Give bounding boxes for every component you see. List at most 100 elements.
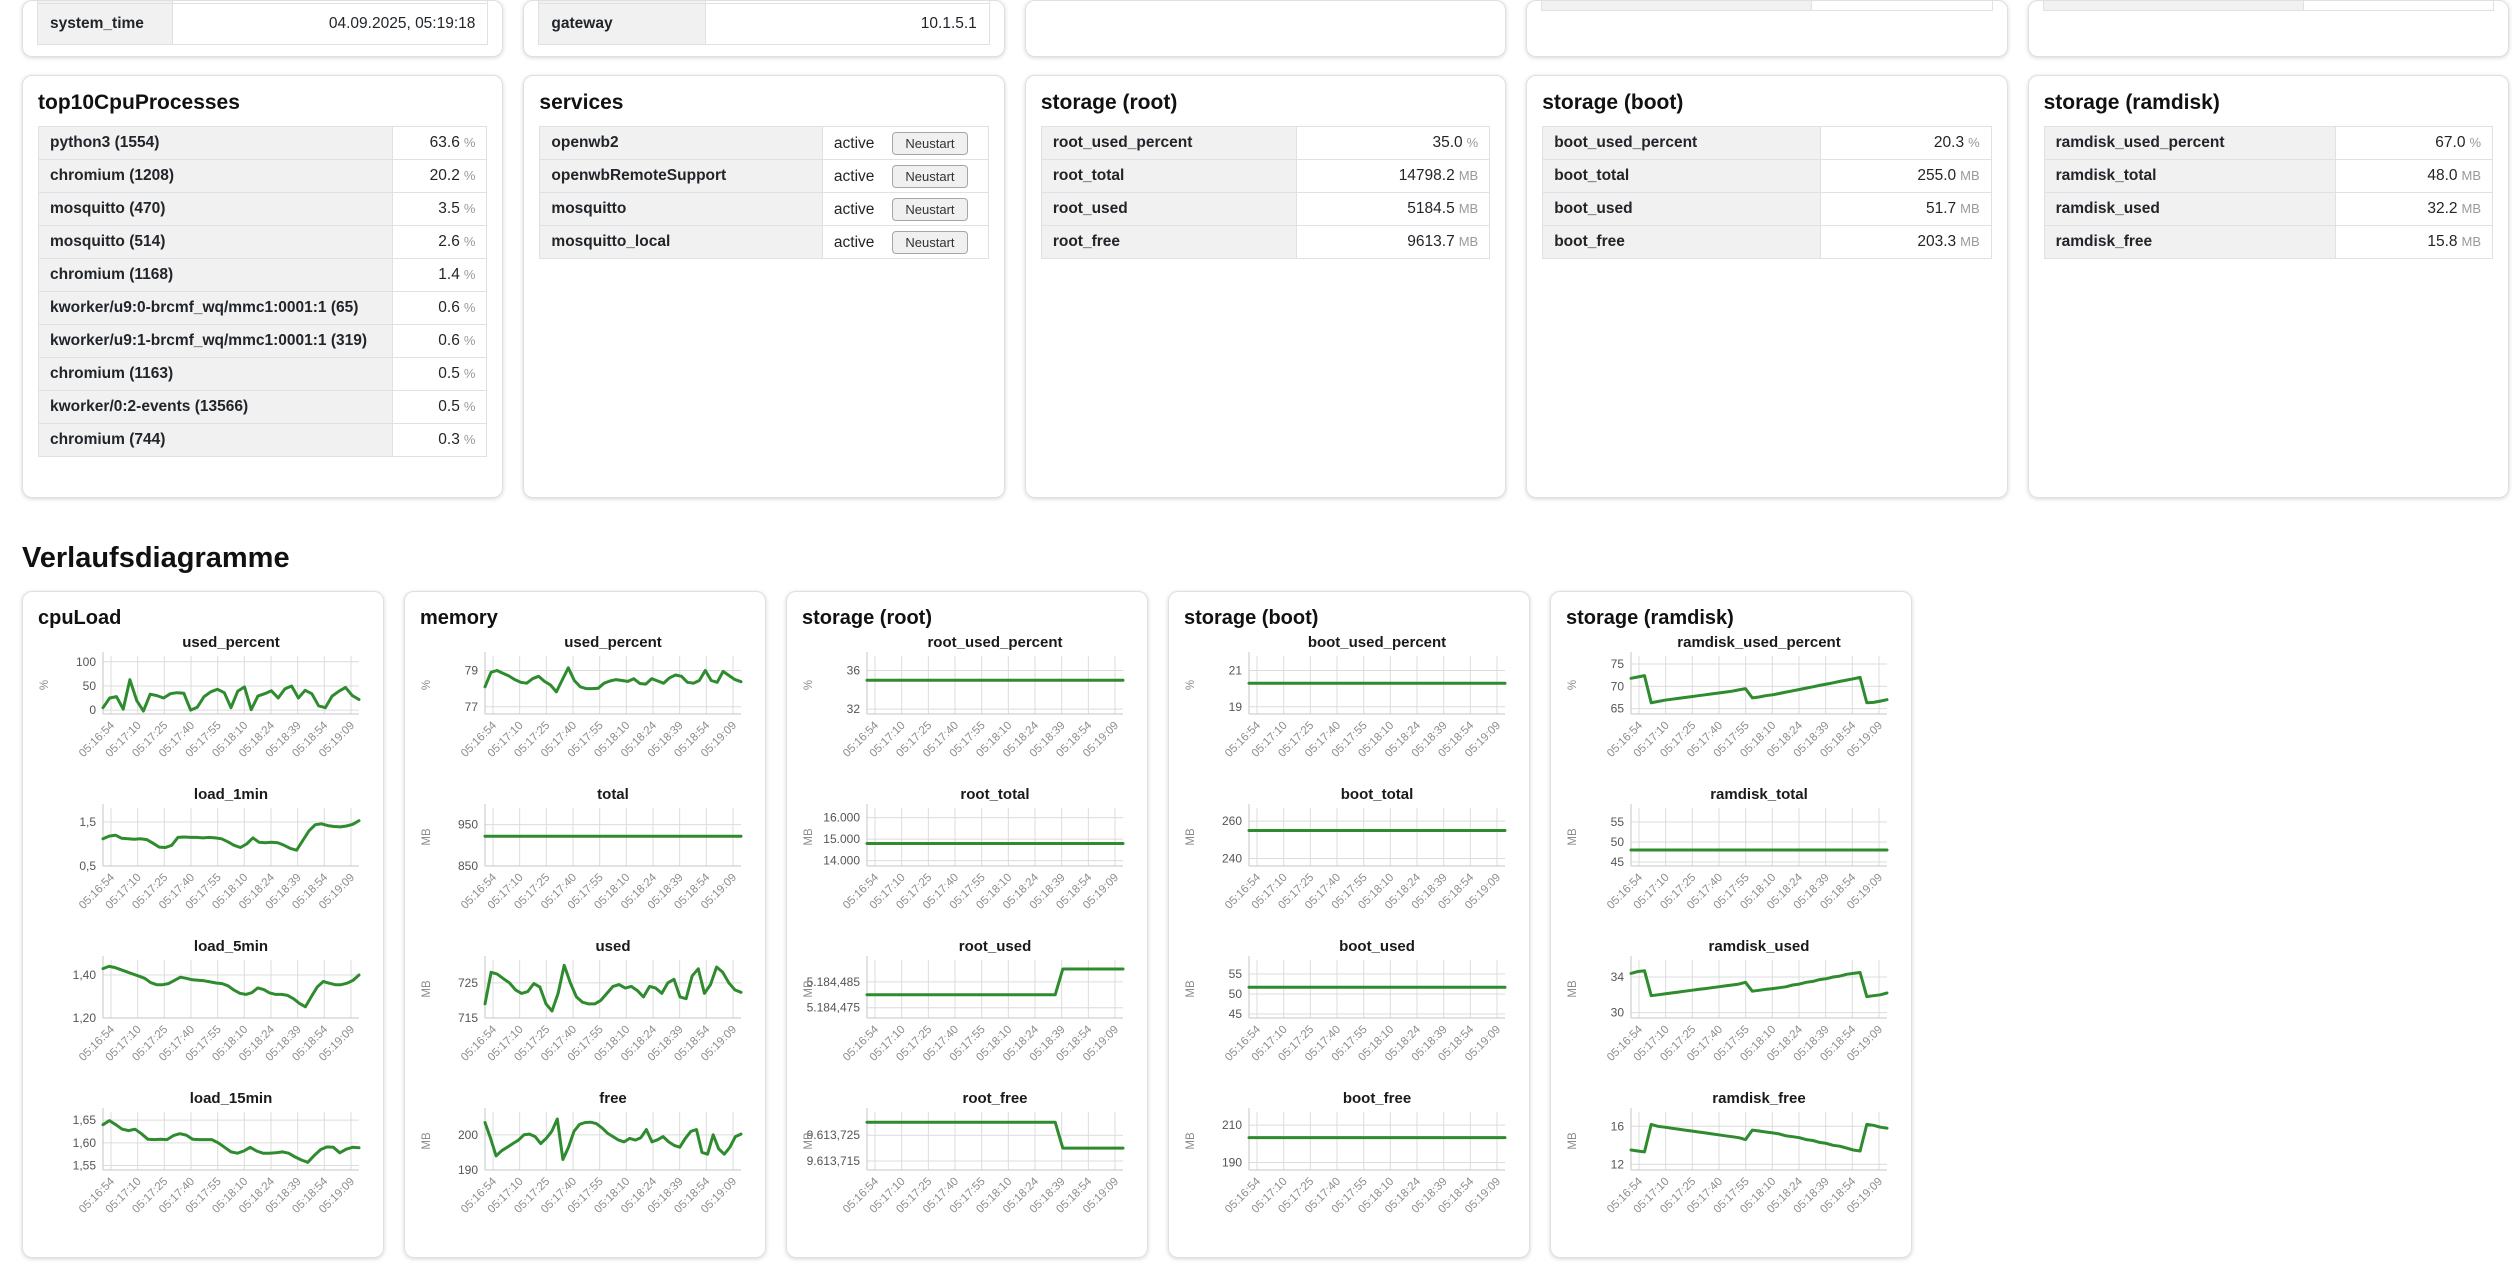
chart-card-title: cpuLoad bbox=[38, 607, 122, 629]
y-tick-label: 260 bbox=[1222, 814, 1242, 828]
table-row: mosquitto (514) 2.6% bbox=[37, 225, 488, 259]
chart-card-cpuload: cpuLoad 05:16:54 05:17:10 05:17:25 05:17:40 0… bbox=[22, 591, 384, 1258]
restart-button[interactable]: Neustart bbox=[892, 197, 968, 221]
chart-title: load_1min bbox=[194, 786, 268, 803]
chart-title: boot_used bbox=[1339, 938, 1415, 955]
value-text: 14798.2 bbox=[1398, 167, 1455, 184]
chart-card-title: storage (ramdisk) bbox=[1566, 607, 1734, 629]
chart-block: 05:16:54 05:17:10 05:17:25 05:17:40 05:17:55… bbox=[787, 634, 1147, 786]
value-unit: % bbox=[463, 366, 476, 381]
service-status: active bbox=[833, 167, 875, 185]
chart-block: 05:16:54 05:17:10 05:17:25 05:17:40 05:17:55… bbox=[23, 938, 383, 1090]
row-label: kworker/u9:1-brcmf_wq/mmc1:0001:1 (319) bbox=[37, 324, 394, 358]
restart-button[interactable]: Neustart bbox=[892, 131, 968, 155]
table-row: ramdisk_used 32.2 MB bbox=[2043, 192, 2494, 226]
chart-title: root_total bbox=[960, 786, 1029, 803]
chart-block: 05:16:54 05:17:10 05:17:25 05:17:40 05:17:55… bbox=[23, 786, 383, 938]
restart-button[interactable]: Neustart bbox=[892, 230, 968, 254]
row-label: openwb2 bbox=[539, 126, 823, 160]
chart-used: 05:16:5405:17:1005:17:2505:17:4005:17:55… bbox=[421, 938, 743, 1064]
y-tick-label: 77 bbox=[465, 700, 479, 714]
table-row: root_total 14798.2 MB bbox=[1040, 159, 1491, 193]
chart-root_total: 05:16:5405:17:1005:17:2505:17:4005:17:55… bbox=[803, 786, 1125, 912]
chart-block: 05:16:54 05:17:10 05:17:25 05:17:40 05:17:55… bbox=[23, 634, 383, 786]
value-unit: % bbox=[2469, 135, 2482, 150]
value-unit: % bbox=[1466, 135, 1479, 150]
chart-used_percent: 05:16:5405:17:1005:17:2505:17:4005:17:55… bbox=[421, 634, 743, 760]
y-axis-unit-label: MB bbox=[421, 828, 433, 846]
value-unit: MB bbox=[1458, 234, 1479, 249]
y-axis-unit-label: % bbox=[421, 680, 433, 690]
y-axis-unit-label: % bbox=[39, 680, 51, 690]
row-value: 255.0 MB bbox=[1820, 159, 1992, 193]
service-row: mosquitto active Neustart bbox=[539, 192, 989, 226]
value-text: 255.0 bbox=[1917, 167, 1957, 184]
row-value: active Neustart bbox=[821, 192, 989, 226]
service-row: openwb2 active Neustart bbox=[539, 126, 989, 160]
row-label: chromium (1168) bbox=[37, 258, 394, 292]
value-unit: MB bbox=[2461, 201, 2482, 216]
restart-button[interactable]: Neustart bbox=[892, 164, 968, 188]
cutoff-card bbox=[1024, 0, 1507, 57]
table-row: chromium (744) 0.3% bbox=[37, 423, 488, 457]
network-info-table: gateway 10.1.5.1 bbox=[538, 1, 990, 45]
chart-title: used bbox=[595, 938, 630, 955]
info-table: ramdisk_used_percent 67.0% ramdisk_total 48… bbox=[2043, 126, 2494, 259]
row-label: gateway bbox=[539, 4, 706, 44]
table-row: chromium (1208) 20.2% bbox=[37, 159, 488, 193]
row-label: root_used bbox=[1040, 192, 1298, 226]
value-text: 9613.7 bbox=[1407, 233, 1455, 250]
chart-block: 05:16:54 05:17:10 05:17:25 05:17:40 05:17:55… bbox=[405, 1090, 765, 1242]
y-axis-unit-label: MB bbox=[803, 1132, 815, 1150]
chart-card-storage-root-: storage (root) 05:16:54 05:17:10 05:17:25 05… bbox=[786, 591, 1148, 1258]
chart-block: 05:16:54 05:17:10 05:17:25 05:17:40 05:17:55… bbox=[787, 938, 1147, 1090]
y-tick-label: 0,5 bbox=[79, 859, 96, 873]
value-unit: % bbox=[463, 300, 476, 315]
row-value: active Neustart bbox=[821, 126, 989, 160]
y-tick-label: 725 bbox=[458, 976, 478, 990]
chart-block: 05:16:54 05:17:10 05:17:25 05:17:40 05:17:55… bbox=[1551, 786, 1911, 938]
value-text: 20.2 bbox=[429, 167, 460, 184]
y-tick-label: 79 bbox=[465, 664, 479, 678]
chart-title: boot_total bbox=[1341, 786, 1414, 803]
chart-root_used: 05:16:5405:17:1005:17:2505:17:4005:17:55… bbox=[803, 938, 1125, 1064]
y-tick-label: 65 bbox=[1611, 702, 1625, 716]
chart-block: 05:16:54 05:17:10 05:17:25 05:17:40 05:17:55… bbox=[405, 786, 765, 938]
value-unit: MB bbox=[2461, 168, 2482, 183]
chart-block: 05:16:54 05:17:10 05:17:25 05:17:40 05:17:55… bbox=[23, 1090, 383, 1242]
info-table: root_used_percent 35.0% root_total 14798.2 M… bbox=[1040, 126, 1491, 259]
card-title: storage (root) bbox=[1040, 91, 1178, 114]
y-tick-label: 30 bbox=[1611, 1006, 1625, 1020]
row-label: root_total bbox=[1040, 159, 1298, 193]
value-text: 32.2 bbox=[2427, 200, 2458, 217]
table-row: kworker/u9:1-brcmf_wq/mmc1:0001:1 (319) 0… bbox=[37, 324, 488, 358]
row-label: openwbRemoteSupport bbox=[539, 159, 823, 193]
y-tick-label: 55 bbox=[1229, 967, 1243, 981]
chart-ramdisk_used: 05:16:5405:17:1005:17:2505:17:4005:17:55… bbox=[1567, 938, 1889, 1064]
chart-title: total bbox=[597, 786, 629, 803]
chart-card-memory: memory 05:16:54 05:17:10 05:17:25 05:17:40 05… bbox=[404, 591, 766, 1258]
y-axis-unit-label: MB bbox=[421, 980, 433, 998]
row-value: 20.3% bbox=[1820, 126, 1992, 160]
chart-root_free: 05:16:5405:17:1005:17:2505:17:4005:17:55… bbox=[803, 1090, 1125, 1216]
y-tick-label: 950 bbox=[458, 818, 478, 832]
row-value: active Neustart bbox=[821, 225, 989, 259]
chart-card-storage-boot-: storage (boot) 05:16:54 05:17:10 05:17:25 05… bbox=[1168, 591, 1530, 1258]
row-label: ramdisk_free bbox=[2043, 225, 2337, 259]
y-tick-label: 50 bbox=[1611, 835, 1625, 849]
row-label: ramdisk_used bbox=[2043, 192, 2337, 226]
chart-block: 05:16:54 05:17:10 05:17:25 05:17:40 05:17:55… bbox=[1551, 634, 1911, 786]
chart-boot_total: 05:16:5405:17:1005:17:2505:17:4005:17:55… bbox=[1185, 786, 1507, 912]
table-row: chromium (1163) 0.5% bbox=[37, 357, 488, 391]
service-row: openwbRemoteSupport active Neustart bbox=[539, 159, 989, 193]
card-storage-boot: storage (boot) boot_used_percent 20.3% boo… bbox=[1526, 75, 2008, 498]
chart-title: boot_free bbox=[1343, 1090, 1411, 1107]
chart-ramdisk_free: 05:16:5405:17:1005:17:2505:17:4005:17:55… bbox=[1567, 1090, 1889, 1216]
row-label: boot_used_percent bbox=[1542, 126, 1822, 160]
chart-ramdisk_total: 05:16:5405:17:1005:17:2505:17:4005:17:55… bbox=[1567, 786, 1889, 912]
table-row: boot_used 51.7 MB bbox=[1542, 192, 1992, 226]
y-tick-label: 5.184,485 bbox=[807, 975, 861, 989]
chart-title: used_percent bbox=[182, 634, 280, 651]
row-value: 5184.5 MB bbox=[1296, 192, 1491, 226]
row-label: mosquitto (470) bbox=[37, 192, 394, 226]
